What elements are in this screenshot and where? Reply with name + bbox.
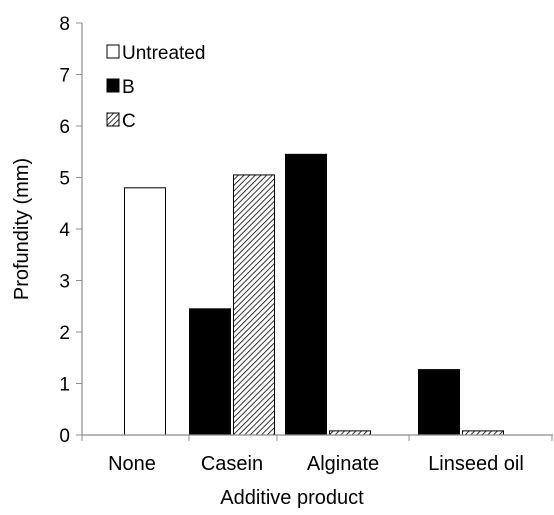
bar-b-alginate (285, 153, 327, 436)
y-tick-label: 2 (59, 323, 70, 344)
x-tick-label: Linseed oil (428, 453, 524, 475)
legend: Untreated BC (106, 43, 205, 132)
y-tick-label: 6 (59, 117, 70, 138)
y-tick-label: 5 (59, 169, 70, 190)
x-axis-title: Additive product (220, 487, 364, 509)
y-tick-label: 0 (59, 426, 70, 447)
bars (124, 153, 504, 436)
bar-untreated-none (124, 187, 166, 436)
y-axis-ticks: 0 1 2 3 4 5 6 7 8 (59, 14, 82, 447)
legend-swatch (106, 44, 120, 59)
axes (81, 23, 553, 441)
x-tick-label: Alginate (307, 453, 379, 475)
legend-label: C (122, 111, 136, 132)
x-tick-label: Casein (201, 453, 263, 475)
x-axis-category-labels: None Casein Alginate Linseed oil (108, 453, 524, 475)
x-tick-label: None (108, 453, 156, 475)
y-tick-label: 1 (59, 375, 70, 396)
legend-label: Untreated (122, 43, 205, 64)
bar-b-casein (189, 308, 231, 436)
bar-c-alginate (329, 430, 371, 436)
y-tick-label: 4 (59, 220, 70, 241)
y-tick-label: 8 (59, 14, 70, 35)
legend-label: B (122, 77, 135, 98)
legend-swatch (106, 78, 120, 93)
bar-c-casein (233, 174, 275, 436)
y-tick-label: 7 (59, 66, 70, 87)
legend-swatch (106, 112, 120, 127)
bar-b-linseed-oil (418, 369, 460, 436)
bar-c-linseed-oil (462, 430, 504, 436)
y-axis-title: Profundity (mm) (11, 158, 33, 300)
y-tick-label: 3 (59, 272, 70, 293)
